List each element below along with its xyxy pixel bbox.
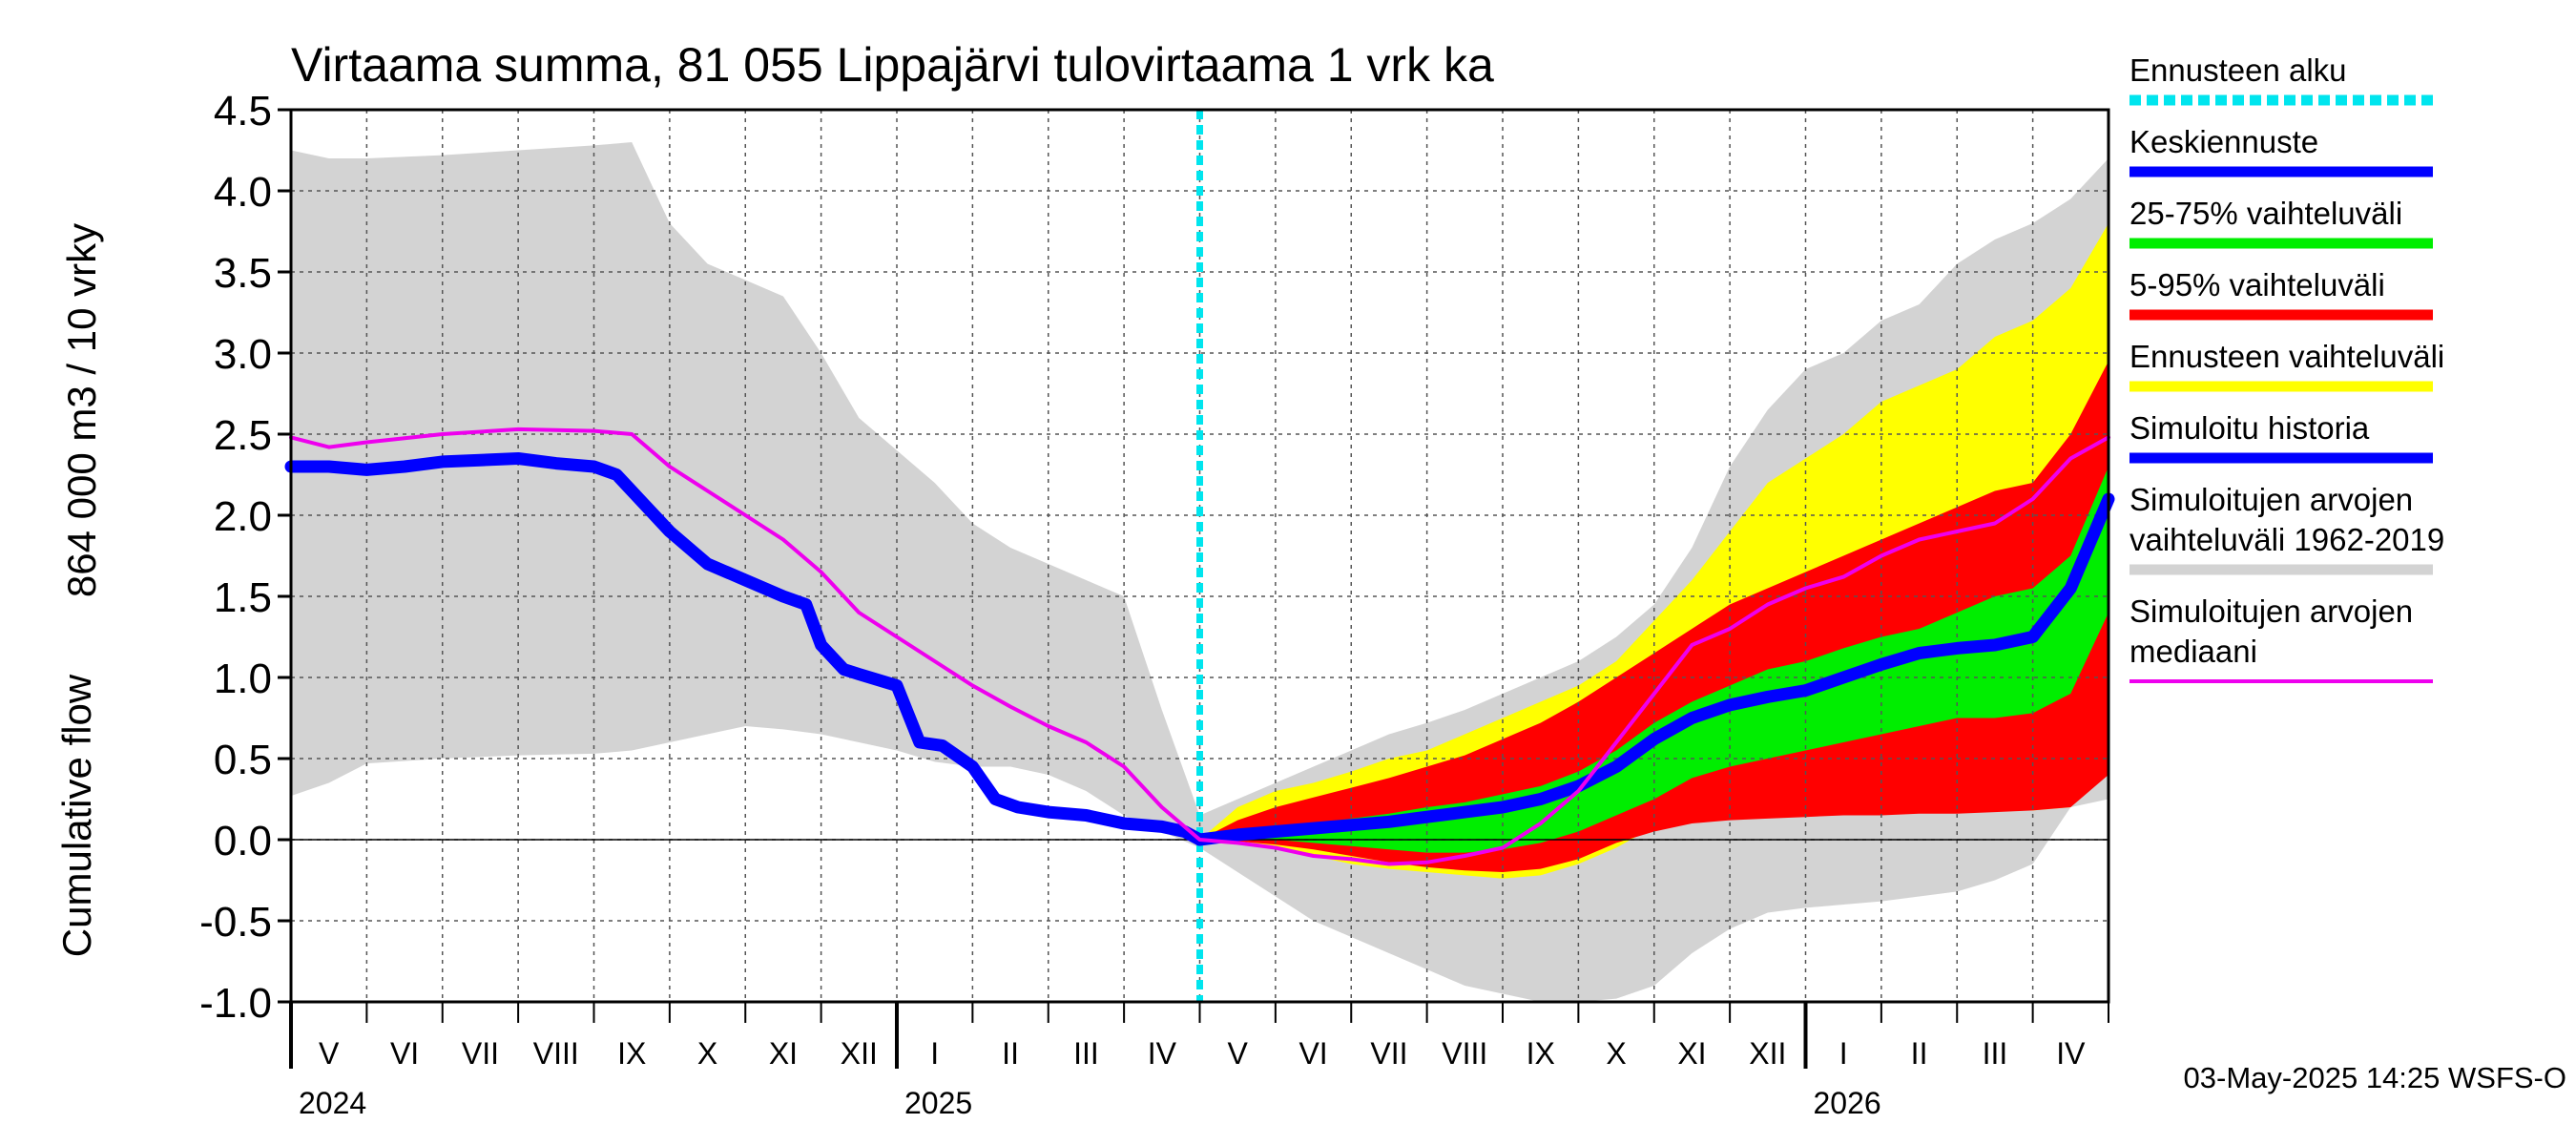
- legend-label: mediaani: [2129, 634, 2257, 669]
- x-month-label: III: [1073, 1036, 1099, 1071]
- x-month-label: VI: [1298, 1036, 1327, 1071]
- footer-timestamp: 03-May-2025 14:25 WSFS-O: [2184, 1061, 2566, 1094]
- x-month-label: X: [697, 1036, 717, 1071]
- y-tick-label: 1.0: [214, 656, 272, 702]
- x-year-label: 2025: [904, 1086, 972, 1120]
- x-year-label: 2024: [299, 1086, 366, 1120]
- x-month-label: XII: [841, 1036, 878, 1071]
- median-line: [289, 427, 2110, 866]
- y-axis-ticks: 4.5 4.0 3.5 3.0 2.5 2.0 1.5 1.0 0.5 0.0 -0.5 -1.0: [199, 88, 291, 1027]
- x-axis: V VI VII VIII IX X XI XII I II III IV V VI VII VIII IX X X…: [289, 1002, 2109, 1120]
- legend-label: Simuloitu historia: [2129, 410, 2370, 446]
- bands-layer: [291, 142, 2109, 1002]
- legend-label: Ennusteen alku: [2129, 52, 2347, 88]
- grid-layer: [291, 110, 2109, 1002]
- legend: Ennusteen alku Keskiennuste 25-75% vaihtel…: [2129, 52, 2444, 683]
- legend-label: vaihteluväli 1962-2019: [2129, 522, 2444, 557]
- y-tick-label: 3.0: [214, 331, 272, 378]
- y-axis-label-cumulative-flow: Cumulative flow: [54, 674, 99, 957]
- x-month-label: V: [319, 1036, 340, 1071]
- x-month-label: IV: [1148, 1036, 1177, 1071]
- y-tick-label: 4.0: [214, 169, 272, 216]
- x-month-label: XI: [769, 1036, 798, 1071]
- x-month-label: II: [1911, 1036, 1928, 1071]
- x-month-label: III: [1983, 1036, 2008, 1071]
- y-tick-label: 2.0: [214, 493, 272, 540]
- y-tick-label: 3.5: [214, 250, 272, 297]
- x-month-label: VIII: [533, 1036, 579, 1071]
- x-month-label: IX: [1527, 1036, 1555, 1071]
- p25-75-band: [1199, 467, 2109, 853]
- x-month-label: VII: [462, 1036, 499, 1071]
- x-month-label: VI: [390, 1036, 419, 1071]
- y-tick-label: 0.0: [214, 818, 272, 864]
- legend-label: Simuloitujen arvojen: [2129, 482, 2413, 517]
- mean-forecast-line: [1194, 492, 2115, 846]
- x-month-label: V: [1228, 1036, 1249, 1071]
- legend-label: 5-95% vaihteluväli: [2129, 267, 2385, 302]
- x-month-label: II: [1002, 1036, 1019, 1071]
- y-tick-label: 0.5: [214, 737, 272, 783]
- lines-layer: [284, 110, 2115, 1002]
- y-tick-label: -0.5: [199, 899, 272, 946]
- y-tick-label: 4.5: [214, 88, 272, 135]
- x-month-label: XI: [1677, 1036, 1706, 1071]
- x-month-label: X: [1606, 1036, 1626, 1071]
- x-month-label: IX: [617, 1036, 646, 1071]
- y-axis-label-units: 864 000 m3 / 10 vrky: [59, 223, 104, 597]
- plot-area: [284, 110, 2115, 1002]
- x-month-label: VII: [1370, 1036, 1407, 1071]
- x-year-label: 2026: [1814, 1086, 1881, 1120]
- x-month-label: I: [1839, 1036, 1848, 1071]
- legend-label: Simuloitujen arvojen: [2129, 593, 2413, 629]
- y-tick-label: 1.5: [214, 574, 272, 621]
- legend-label: 25-75% vaihteluväli: [2129, 196, 2402, 231]
- y-tick-label: -1.0: [199, 980, 272, 1027]
- p5-95-band: [1199, 361, 2109, 872]
- legend-label: Keskiennuste: [2129, 124, 2318, 159]
- x-month-label: IV: [2056, 1036, 2086, 1071]
- x-month-label: VIII: [1442, 1036, 1487, 1071]
- chart-title: Virtaama summa, 81 055 Lippajärvi tulovi…: [291, 38, 1494, 92]
- y-tick-label: 2.5: [214, 412, 272, 459]
- x-month-label: I: [930, 1036, 939, 1071]
- legend-label: Ennusteen vaihteluväli: [2129, 339, 2444, 374]
- simulated-history-line: [284, 452, 1206, 846]
- x-month-label: XII: [1749, 1036, 1786, 1071]
